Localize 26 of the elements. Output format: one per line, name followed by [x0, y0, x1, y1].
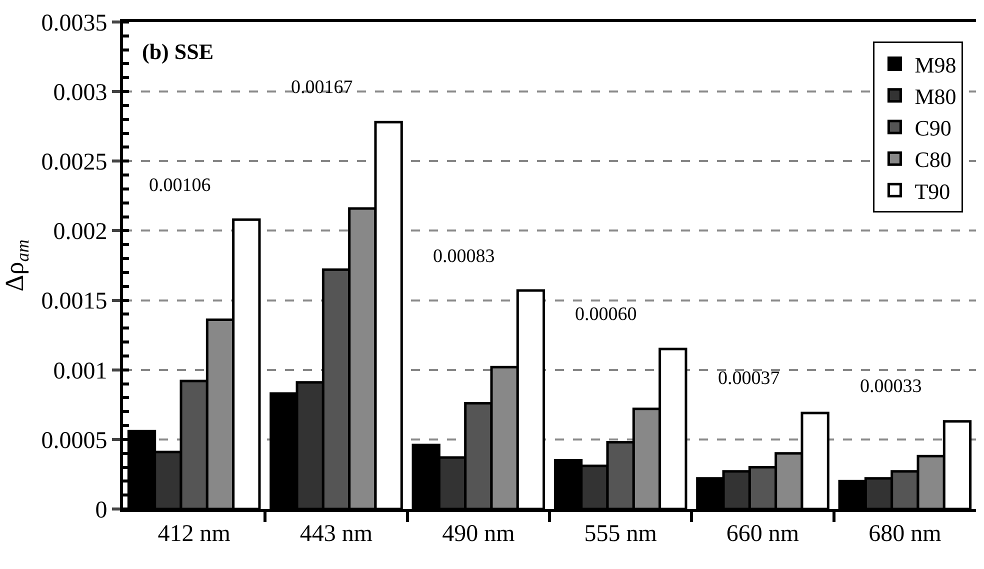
y-tick-label: 0.0025 [41, 150, 108, 176]
legend-label: C80 [914, 147, 952, 172]
text: (b) SSE [142, 39, 214, 64]
x-tick-label: 660 nm [726, 520, 800, 547]
y-tick-label: 0.0015 [41, 288, 108, 315]
x-tick-label: 443 nm [300, 520, 373, 547]
legend-label: M80 [914, 84, 956, 109]
x-tick-label: 490 nm [442, 520, 516, 547]
legend-label: T90 [914, 178, 950, 204]
legend-label: C90 [914, 116, 952, 141]
annotation: 0.00060 [575, 304, 637, 325]
y-tick-label: 0.002 [53, 219, 108, 246]
legend-label: M98 [914, 52, 956, 78]
x-tick-label: 680 nm [868, 520, 942, 547]
annotation: 0.00167 [291, 77, 353, 98]
y-tick-label: 0.003 [53, 80, 108, 106]
annotation: 0.00033 [860, 376, 922, 397]
y-tick-label: 0 [95, 497, 108, 524]
annotation: 0.00106 [149, 175, 211, 196]
annotation: 0.00083 [433, 246, 495, 267]
annotation: 0.00037 [718, 368, 780, 389]
y-tick-label: 0.0035 [41, 10, 108, 36]
y-tick-label: 0.0005 [41, 428, 108, 454]
x-tick-label: 555 nm [584, 520, 658, 547]
x-tick-label: 412 nm [158, 520, 231, 547]
y-tick-label: 0.001 [53, 358, 108, 384]
